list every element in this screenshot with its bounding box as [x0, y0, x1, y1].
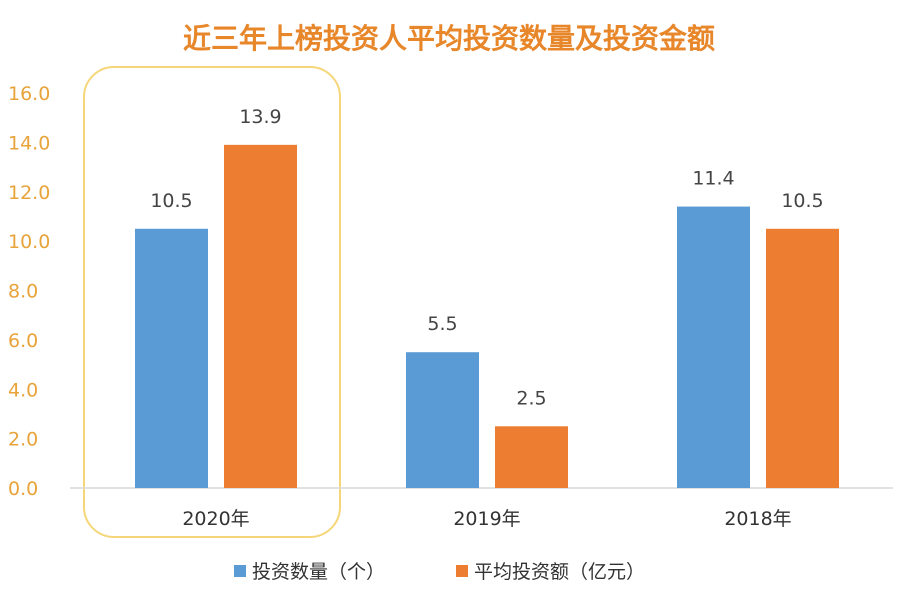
data-labels: 10.5 13.9 5.5 2.5 11.4 10.5 [150, 106, 823, 409]
data-label: 10.5 [150, 190, 192, 212]
bar [766, 228, 839, 488]
data-label: 2.5 [516, 387, 546, 409]
y-tick-label: 8.0 [8, 281, 38, 303]
x-axis-ticks: 2020年 2019年 2018年 [182, 508, 791, 530]
y-tick-label: 4.0 [8, 379, 38, 401]
bar [495, 426, 568, 488]
legend-label: 平均投资额（亿元） [474, 561, 645, 583]
bars [135, 144, 839, 488]
bar [135, 228, 208, 488]
bar [677, 206, 750, 488]
legend-label: 投资数量（个） [252, 561, 385, 583]
y-tick-label: 14.0 [8, 132, 50, 154]
y-tick-label: 6.0 [8, 330, 38, 352]
x-tick-label: 2019年 [453, 508, 520, 530]
chart-title: 近三年上榜投资人平均投资数量及投资金额 [183, 22, 715, 55]
data-label: 10.5 [781, 190, 823, 212]
x-tick-label: 2018年 [724, 508, 791, 530]
data-label: 5.5 [427, 313, 457, 335]
y-tick-label: 2.0 [8, 429, 38, 451]
y-tick-label: 0.0 [8, 478, 38, 500]
y-axis-ticks: 0.0 2.0 4.0 6.0 8.0 10.0 12.0 14.0 16.0 [8, 83, 50, 500]
highlight-frame [83, 66, 341, 538]
y-tick-label: 12.0 [8, 182, 50, 204]
bar [406, 352, 479, 488]
bar [224, 144, 297, 488]
legend-swatch [456, 565, 468, 577]
y-tick-label: 10.0 [8, 231, 50, 253]
legend: 投资数量（个） 平均投资额（亿元） [234, 561, 645, 583]
y-tick-label: 16.0 [8, 83, 50, 105]
data-label: 11.4 [692, 168, 734, 190]
x-tick-label: 2020年 [182, 508, 249, 530]
data-label: 13.9 [239, 106, 281, 128]
legend-swatch [234, 565, 246, 577]
